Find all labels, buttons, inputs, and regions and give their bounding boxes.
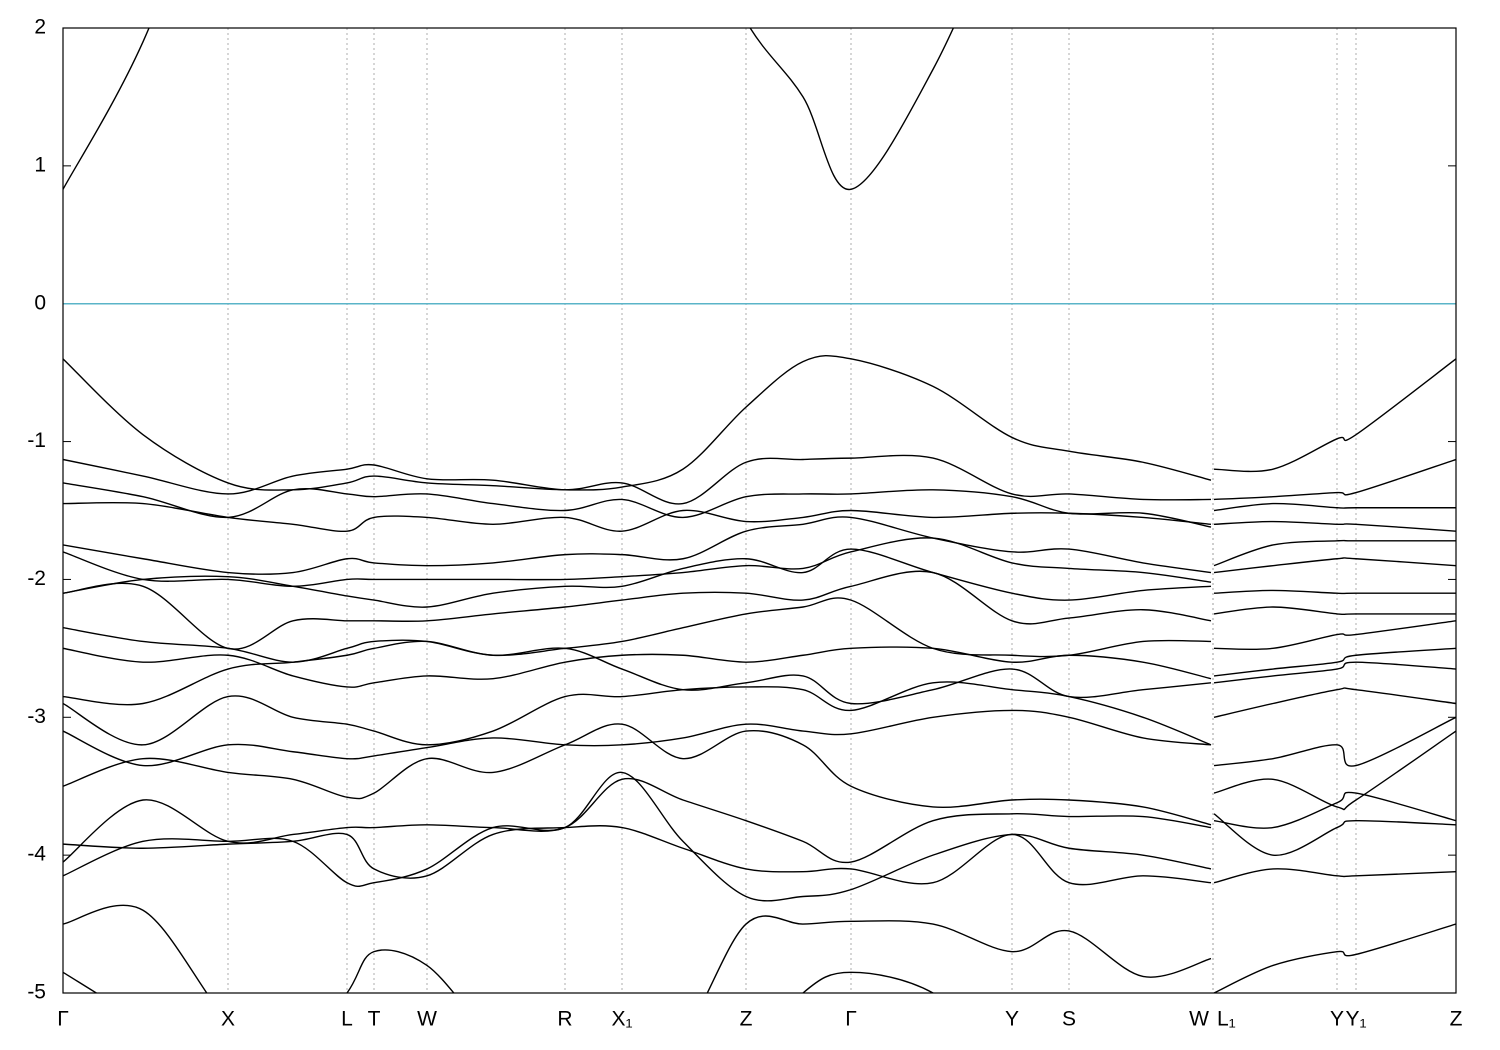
band (63, 723, 1456, 826)
band (63, 904, 1456, 993)
grid (62, 27, 1457, 994)
band (63, 597, 1456, 663)
x-tick-label: Z (1450, 1008, 1463, 1031)
band (63, 354, 1456, 491)
band (63, 681, 1456, 746)
x-tick-label: T (368, 1008, 381, 1031)
y-tick-label: 0 (34, 291, 46, 314)
x-tick-label: W (1189, 1008, 1209, 1031)
x-tick-label: S (1062, 1008, 1076, 1031)
x-tick-label: Y₁ (1345, 1008, 1366, 1031)
band (63, 501, 1456, 533)
x-tick-label: W (417, 1008, 437, 1031)
band (63, 646, 1456, 688)
band (63, 777, 1456, 864)
y-tick-label: -3 (27, 705, 46, 728)
band (63, 482, 1456, 528)
y-tick-label: -5 (27, 981, 46, 1004)
band (63, 640, 1456, 706)
x-tick-label: Y (1005, 1008, 1019, 1031)
y-tick-label: -1 (27, 429, 46, 452)
band (63, 537, 1456, 588)
x-tick-label: L (341, 1008, 353, 1031)
x-tick-label: X₁ (611, 1008, 632, 1031)
band (63, 454, 1456, 505)
band (63, 570, 1456, 650)
bands (63, 28, 1456, 993)
x-tick-label: Γ (57, 1008, 69, 1031)
x-tick-label: L₁ (1217, 1008, 1236, 1031)
band (63, 709, 1456, 767)
plot-frame (62, 27, 1457, 994)
band (63, 949, 1456, 993)
band (63, 825, 1456, 886)
y-tick-label: 2 (34, 16, 46, 39)
x-tick-label: Y (1330, 1008, 1344, 1031)
y-tick-label: -4 (27, 843, 46, 866)
band (63, 548, 1456, 608)
y-tick-label: -2 (27, 567, 46, 590)
x-tick-label: Z (740, 1008, 753, 1031)
x-tick-label: R (557, 1008, 572, 1031)
y-tick-label: 1 (34, 153, 46, 176)
x-tick-label: Γ (845, 1008, 857, 1031)
x-tick-label: X (221, 1008, 235, 1031)
band (63, 516, 1456, 575)
band (63, 771, 1456, 902)
